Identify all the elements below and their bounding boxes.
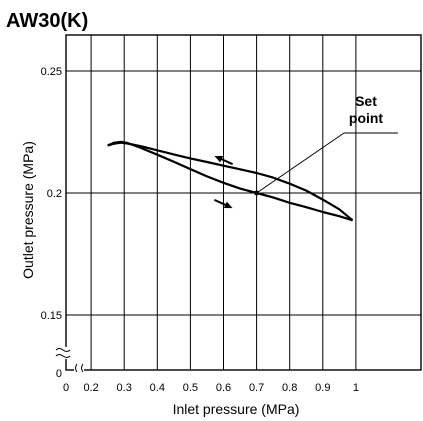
grid bbox=[66, 35, 421, 370]
x-axis-break bbox=[75, 363, 78, 373]
x-ticks: 0 0.2 0.3 0.4 0.5 0.6 0.7 0.8 0.9 1 bbox=[63, 382, 359, 394]
series bbox=[107, 140, 354, 222]
y-axis-break bbox=[55, 354, 71, 358]
x-tick-label: 0.4 bbox=[150, 382, 165, 394]
axis-breaks bbox=[55, 347, 84, 374]
y-tick-label: 0.2 bbox=[47, 188, 62, 200]
x-tick-label: 0.8 bbox=[282, 382, 297, 394]
x-tick-label: 0.2 bbox=[83, 382, 98, 394]
set-point-leader bbox=[256, 132, 345, 194]
direction-arrow-head bbox=[223, 201, 233, 209]
direction-arrows bbox=[213, 156, 234, 209]
x-tick-label: 0.5 bbox=[183, 382, 198, 394]
x-tick-label: 0 bbox=[63, 382, 69, 394]
chart-title: AW30(K) bbox=[6, 10, 88, 32]
x-tick-label: 1 bbox=[353, 382, 359, 394]
x-axis-break bbox=[81, 363, 84, 373]
direction-arrow-head bbox=[214, 156, 224, 163]
series-line bbox=[107, 141, 354, 222]
y-tick-label: 0.15 bbox=[41, 310, 62, 322]
y-tick-label: 0 bbox=[56, 368, 62, 380]
y-axis-break bbox=[55, 348, 71, 352]
set-point-label: point bbox=[349, 110, 384, 126]
set-point-label: Set bbox=[355, 93, 377, 109]
x-axis-break-gap bbox=[74, 364, 84, 374]
y-tick-label: 0.25 bbox=[41, 66, 62, 78]
y-ticks: 0 0.15 0.2 0.25 bbox=[41, 66, 62, 380]
x-axis-label: Inlet pressure (MPa) bbox=[173, 401, 300, 417]
x-tick-label: 0.9 bbox=[315, 382, 330, 394]
y-axis-label: Outlet pressure (MPa) bbox=[20, 141, 36, 279]
x-tick-label: 0.7 bbox=[249, 382, 264, 394]
plot-frame bbox=[65, 34, 422, 371]
x-tick-label: 0.6 bbox=[216, 382, 231, 394]
x-tick-label: 0.3 bbox=[117, 382, 132, 394]
series-line bbox=[107, 140, 353, 222]
y-axis-break-gap bbox=[56, 347, 70, 359]
